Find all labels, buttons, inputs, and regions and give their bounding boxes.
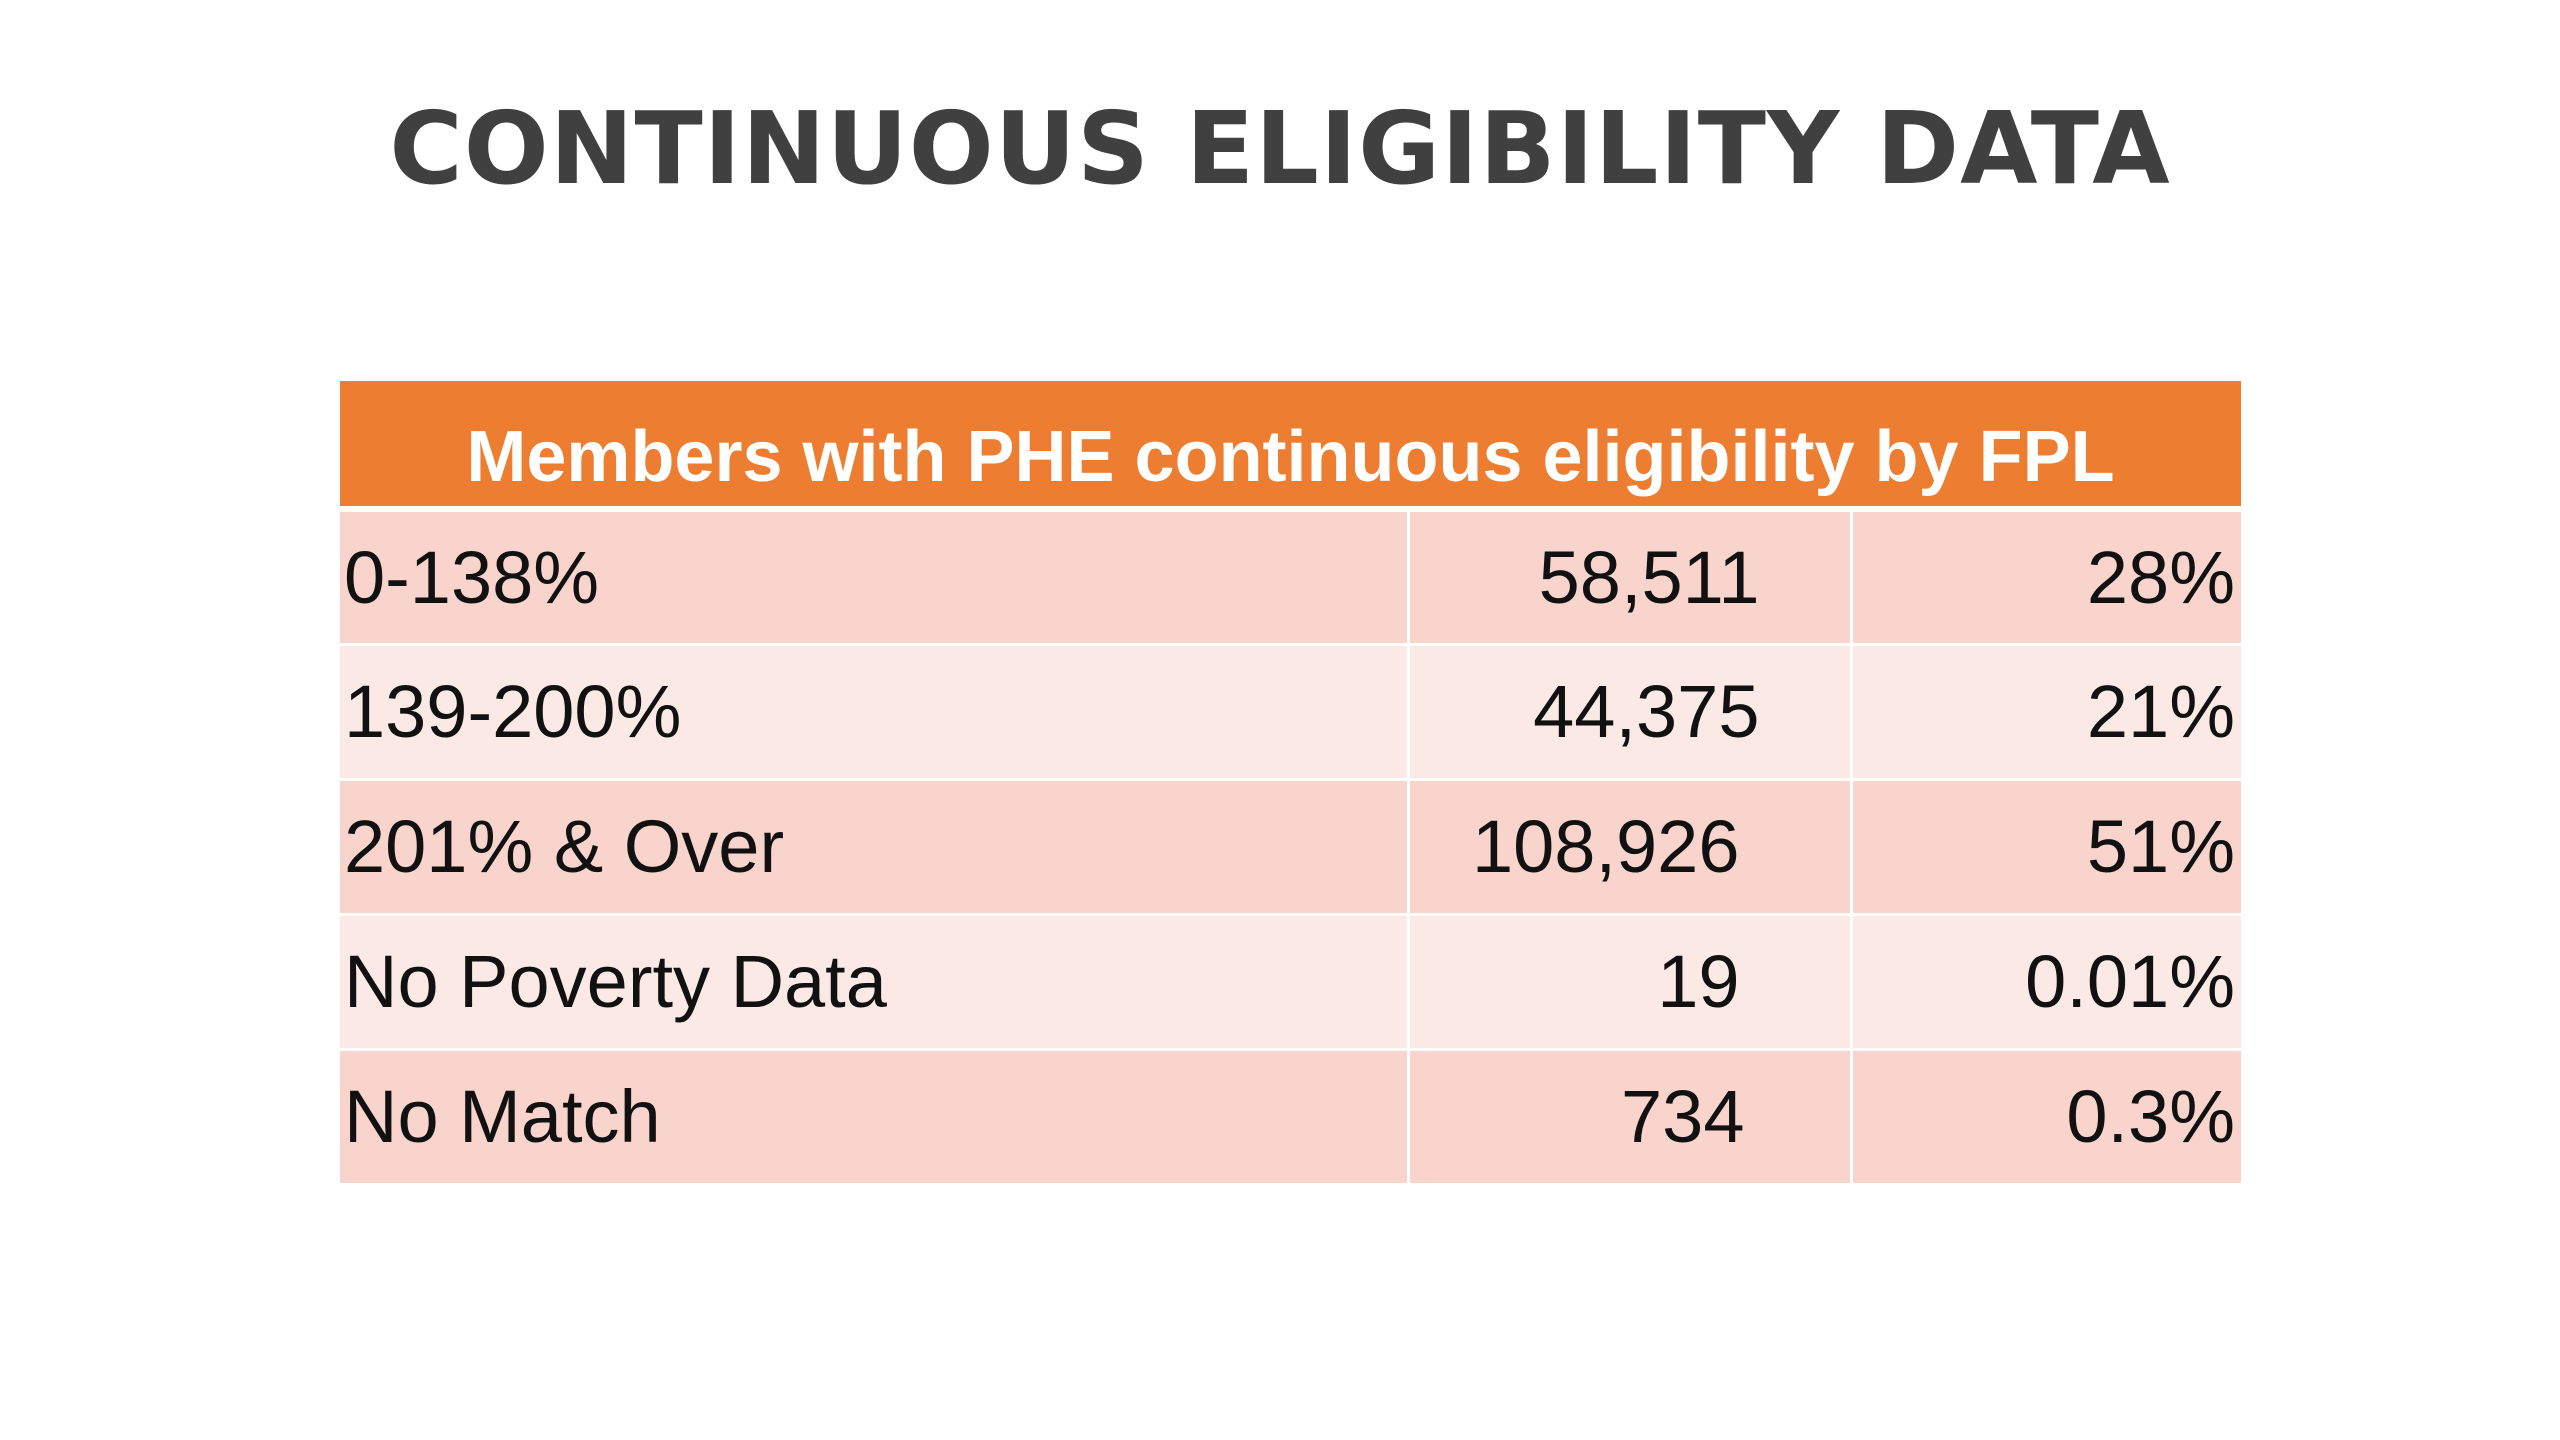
percent-cell: 0.01%: [1849, 914, 2241, 1051]
table-row: No Match 734 0.3%: [340, 1049, 2241, 1186]
fpl-range-cell: 201% & Over: [340, 779, 1408, 916]
table-row: 139-200% 44,375 21%: [340, 644, 2241, 781]
member-count-cell: 44,375: [1406, 644, 1851, 781]
fpl-eligibility-table: Members with PHE continuous eligibility …: [340, 381, 2241, 1186]
percent-cell: 0.3%: [1849, 1049, 2241, 1186]
percent-cell: 21%: [1849, 644, 2241, 781]
fpl-range-cell: No Match: [340, 1049, 1408, 1186]
percent-cell: 51%: [1849, 779, 2241, 916]
fpl-range-cell: 0-138%: [340, 509, 1408, 646]
fpl-table-container: Members with PHE continuous eligibility …: [340, 381, 2241, 1186]
member-count-cell: 58,511: [1406, 509, 1851, 646]
member-count-cell: 108,926: [1406, 779, 1851, 916]
slide-title: CONTINUOUS ELIGIBILITY DATA: [389, 90, 2171, 207]
table-header: Members with PHE continuous eligibility …: [340, 381, 2241, 512]
fpl-range-cell: 139-200%: [340, 644, 1408, 781]
percent-cell: 28%: [1849, 509, 2241, 646]
table-header-row: Members with PHE continuous eligibility …: [340, 381, 2241, 512]
table-row: 0-138% 58,511 28%: [340, 509, 2241, 646]
table-row: No Poverty Data 19 0.01%: [340, 914, 2241, 1051]
member-count-cell: 19: [1406, 914, 1851, 1051]
table-row: 201% & Over 108,926 51%: [340, 779, 2241, 916]
member-count-cell: 734: [1406, 1049, 1851, 1186]
fpl-range-cell: No Poverty Data: [340, 914, 1408, 1051]
